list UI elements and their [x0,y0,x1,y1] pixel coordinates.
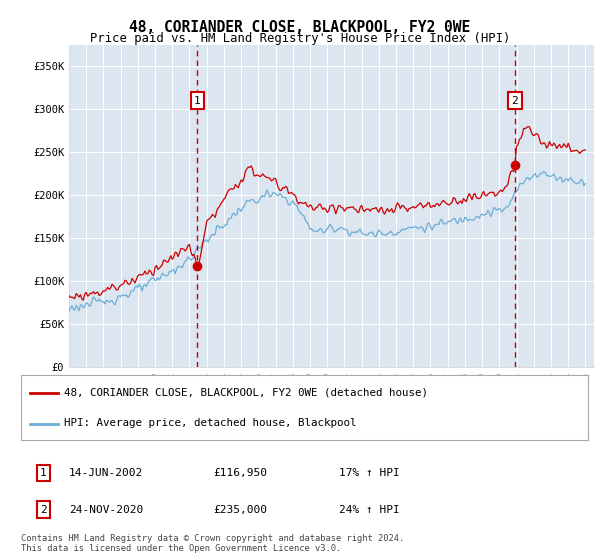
Text: 48, CORIANDER CLOSE, BLACKPOOL, FY2 0WE (detached house): 48, CORIANDER CLOSE, BLACKPOOL, FY2 0WE … [64,388,428,398]
Text: £116,950: £116,950 [213,468,267,478]
Text: HPI: Average price, detached house, Blackpool: HPI: Average price, detached house, Blac… [64,418,356,428]
Text: 24-NOV-2020: 24-NOV-2020 [69,505,143,515]
Text: 1: 1 [40,468,47,478]
Text: 48, CORIANDER CLOSE, BLACKPOOL, FY2 0WE: 48, CORIANDER CLOSE, BLACKPOOL, FY2 0WE [130,20,470,35]
Text: Price paid vs. HM Land Registry's House Price Index (HPI): Price paid vs. HM Land Registry's House … [90,32,510,45]
Text: 2: 2 [511,96,518,106]
Text: 17% ↑ HPI: 17% ↑ HPI [339,468,400,478]
Text: 2: 2 [40,505,47,515]
Text: 1: 1 [194,96,200,106]
Text: Contains HM Land Registry data © Crown copyright and database right 2024.
This d: Contains HM Land Registry data © Crown c… [21,534,404,553]
Text: £235,000: £235,000 [213,505,267,515]
Text: 14-JUN-2002: 14-JUN-2002 [69,468,143,478]
Text: 24% ↑ HPI: 24% ↑ HPI [339,505,400,515]
